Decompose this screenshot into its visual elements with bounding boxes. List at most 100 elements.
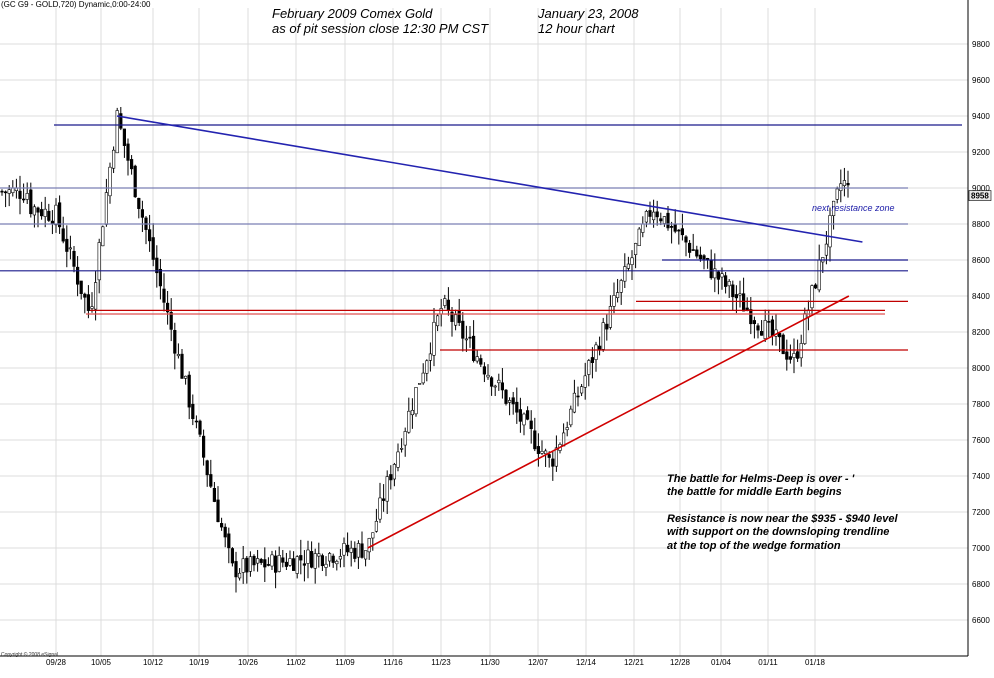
candle-body [155,257,159,274]
candle-body [651,211,656,221]
candle-body [360,543,364,558]
candle-body [266,564,271,566]
candle-body [130,159,134,170]
candle-body [21,198,26,201]
candle-body [810,285,814,309]
candle-body [342,543,346,556]
commentary: The battle for Helms-Deep is over - ' th… [667,473,898,553]
candle-body [255,558,260,564]
candle-body [169,312,173,330]
y-tick-label: 8200 [972,328,990,337]
candle-body [547,454,551,458]
x-tick-label: 11/30 [480,658,500,667]
candle-body [432,321,436,356]
title-line-2: as of pit session close 12:30 PM CST [272,21,489,36]
candle-body [641,223,645,233]
x-tick-label: 12/07 [528,658,549,667]
candle-body [461,320,465,339]
candle-body [248,556,253,572]
candle-body [594,344,598,360]
candle-body [216,499,220,523]
candle-body [828,215,832,248]
candle-body [140,209,145,218]
candle-body [691,249,695,251]
x-tick-label: 12/28 [670,658,691,667]
resistance-zone-label: next resistance zone [812,203,895,213]
candle-body [608,306,612,328]
candle-body [551,458,555,467]
commentary-line-4: with support on the downsloping trendlin… [667,526,890,539]
candle-body [723,275,728,287]
candle-body [270,554,274,567]
candle-body [414,387,418,415]
candle-body [648,210,652,217]
candle-body [759,331,764,336]
y-tick-label: 8400 [972,292,990,301]
candle-body [396,451,400,468]
candle-body [187,374,191,408]
candle-body [25,193,29,200]
candle-body [471,335,476,361]
commentary-line-1: The battle for Helms-Deep is over - ' [667,473,855,485]
candle-body [731,284,735,298]
date-line-2: 12 hour chart [538,21,615,36]
candle-body [540,451,544,454]
candle-body [331,555,335,563]
x-tick-label: 09/28 [46,658,67,667]
candle-body [158,268,163,287]
candle-body [659,218,663,222]
candle-body [795,351,800,359]
y-tick-label: 7600 [972,436,990,445]
candle-body [417,383,422,385]
x-tick-label: 10/19 [189,658,210,667]
candle-body [295,556,299,574]
candle-body [284,561,289,567]
candle-body [86,294,90,311]
y-tick-label: 7800 [972,400,990,409]
x-tick-label: 01/11 [758,658,778,667]
candle-body [702,255,706,260]
candle-body [619,280,623,293]
candle-body [61,228,65,242]
candle-body [615,292,620,299]
candle-body [220,523,224,528]
candle-body [824,243,828,256]
candle-body [0,190,4,193]
candle-body [626,263,630,269]
x-tick-label: 10/12 [143,658,164,667]
candle-body [425,360,429,374]
candle-body [194,420,199,423]
candle-body [756,325,760,331]
date-line-1: January 23, 2008 [538,6,639,21]
candle-body [767,321,771,323]
candle-body [180,353,184,379]
candle-body [317,553,321,557]
candle-body [410,410,415,416]
candle-body [176,354,181,357]
candle-body [792,353,796,358]
candle-body [104,192,108,225]
candle-body [515,401,519,413]
y-tick-label: 9000 [972,184,990,193]
candle-body [543,450,548,455]
y-tick-label: 9200 [972,148,990,157]
candle-body [493,385,497,388]
candle-body [741,293,746,312]
candle-body [389,474,393,481]
candle-body [29,189,33,215]
candle-body [281,557,285,563]
candle-body [381,498,386,501]
candle-body [306,549,310,564]
candle-body [435,315,440,327]
candle-body [148,229,152,242]
candle-body [763,320,767,339]
candle-body [57,202,62,228]
candle-body [11,187,15,194]
candle-body [839,183,843,191]
candle-body [209,474,213,487]
candle-body [770,319,774,337]
candle-body [353,547,357,559]
candle-body [79,280,83,294]
candle-body [677,229,681,232]
candle-body [230,548,235,564]
